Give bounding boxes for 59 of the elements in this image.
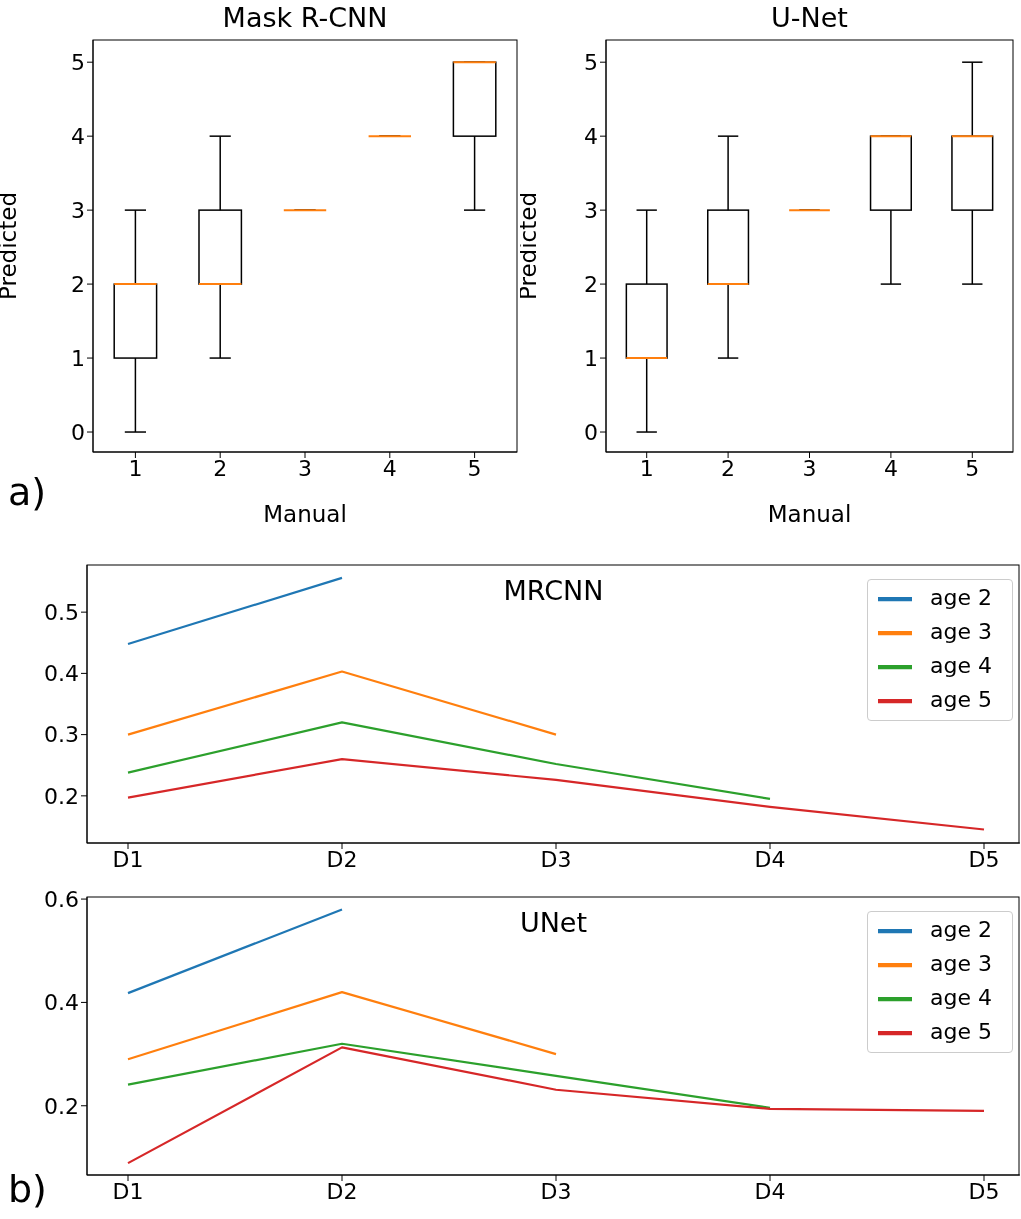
legend-label: age 5: [930, 1019, 992, 1044]
y-tick-label: 4: [584, 123, 598, 149]
y-tick-label: 0.4: [44, 990, 79, 1016]
y-tick-label: 0.3: [44, 722, 79, 748]
legend-label: age 3: [930, 951, 992, 976]
chart-title: U-Net: [770, 2, 849, 33]
x-axis-title: Manual: [767, 501, 852, 527]
x-tick-label: D2: [326, 1178, 358, 1204]
x-tick-label: D1: [112, 1178, 144, 1204]
legend-label: age 2: [930, 585, 992, 610]
legend-label: age 4: [930, 985, 992, 1010]
x-tick-label: 1: [128, 455, 143, 481]
y-tick-label: 0.2: [44, 783, 79, 809]
x-tick-label: 5: [467, 455, 482, 481]
x-tick-label: D5: [968, 846, 1000, 872]
y-tick-label: 1: [71, 345, 85, 371]
x-axis-title: Manual: [263, 501, 347, 527]
x-tick-label: D3: [540, 1178, 572, 1204]
y-tick-label: 5: [71, 50, 85, 75]
y-tick-label: 0.6: [44, 886, 79, 912]
x-tick-label: D2: [326, 846, 358, 872]
x-tick-label: D1: [112, 846, 144, 872]
legend-label: age 3: [930, 619, 992, 644]
y-tick-label: 0.2: [44, 1093, 79, 1119]
x-tick-label: 4: [382, 455, 397, 481]
y-tick-label: 3: [584, 197, 598, 223]
line-series: [126, 721, 772, 801]
y-tick-label: 1: [584, 345, 598, 371]
chart-title: UNet: [519, 907, 588, 938]
y-tick-label: 5: [584, 50, 598, 75]
line-series: [126, 758, 986, 831]
line-series: [126, 1046, 986, 1165]
x-tick-label: D4: [754, 1178, 786, 1204]
text: b): [8, 1167, 47, 1211]
chart-title: Mask R-CNN: [221, 2, 389, 33]
x-tick-label: D3: [540, 846, 572, 872]
x-tick-label: 3: [298, 455, 312, 481]
y-tick-label: 3: [71, 197, 85, 223]
line-series: [126, 1042, 772, 1109]
y-tick-label: 2: [584, 271, 598, 297]
x-tick-label: 5: [965, 455, 980, 481]
y-tick-label: 0: [584, 419, 598, 445]
legend-label: age 5: [930, 687, 992, 712]
chart-title: MRCNN: [503, 575, 604, 606]
y-tick-label: 0.4: [44, 661, 79, 687]
x-tick-label: D5: [968, 1178, 1000, 1204]
y-tick-label: 0.5: [44, 599, 79, 625]
x-tick-label: 3: [802, 455, 817, 481]
x-tick-label: 2: [213, 455, 228, 481]
x-tick-label: D4: [754, 846, 786, 872]
y-tick-label: 0: [71, 419, 85, 445]
x-tick-label: 4: [883, 455, 898, 481]
y-tick-label: 2: [71, 271, 85, 297]
legend-label: age 4: [930, 653, 992, 678]
y-tick-label: 4: [71, 123, 85, 149]
legend-label: age 2: [930, 917, 992, 942]
text: a): [8, 470, 47, 514]
x-tick-label: 2: [721, 455, 736, 481]
x-tick-label: 1: [639, 455, 654, 481]
